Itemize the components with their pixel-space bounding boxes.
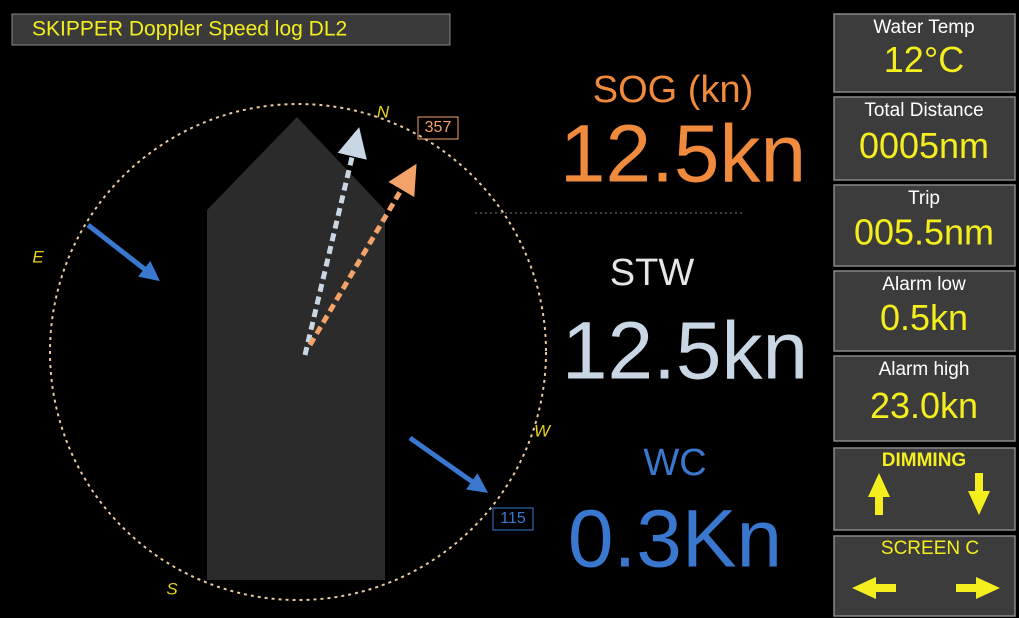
info-label: Alarm high <box>879 359 970 380</box>
stw-value: 12.5kn <box>562 306 808 397</box>
info-value: 23.0kn <box>870 385 978 426</box>
sog-value: 12.5kn <box>560 109 806 200</box>
button-label[interactable]: DIMMING <box>882 450 966 471</box>
info-label: Water Temp <box>873 17 974 38</box>
heading-value: 357 <box>425 119 452 136</box>
current-value: 115 <box>500 510 526 527</box>
wc-label: WC <box>643 442 706 484</box>
wc-value: 0.3Kn <box>568 494 782 585</box>
compass-north: N <box>377 102 390 121</box>
vessel-outline <box>207 117 385 580</box>
screen-button[interactable]: SCREEN C <box>834 536 1015 616</box>
info-value: 0.5kn <box>880 297 968 338</box>
compass-west: W <box>534 421 552 440</box>
title: SKIPPER Doppler Speed log DL2 <box>32 18 347 41</box>
info-value: 0005nm <box>859 125 989 166</box>
compass-south: S <box>166 579 178 598</box>
info-label: Alarm low <box>882 274 966 295</box>
compass-east: E <box>32 247 44 266</box>
sog-label: SOG (kn) <box>593 69 753 111</box>
info-value: 12°C <box>884 39 964 80</box>
info-value: 005.5nm <box>854 212 994 253</box>
info-label: Total Distance <box>864 100 983 121</box>
screen: SKIPPER Doppler Speed log DL2 N E W S 35… <box>0 0 1019 618</box>
info-label: Trip <box>908 188 940 209</box>
stw-label: STW <box>610 252 695 294</box>
button-label[interactable]: SCREEN C <box>881 538 979 559</box>
dimming-button[interactable]: DIMMING <box>834 448 1015 530</box>
